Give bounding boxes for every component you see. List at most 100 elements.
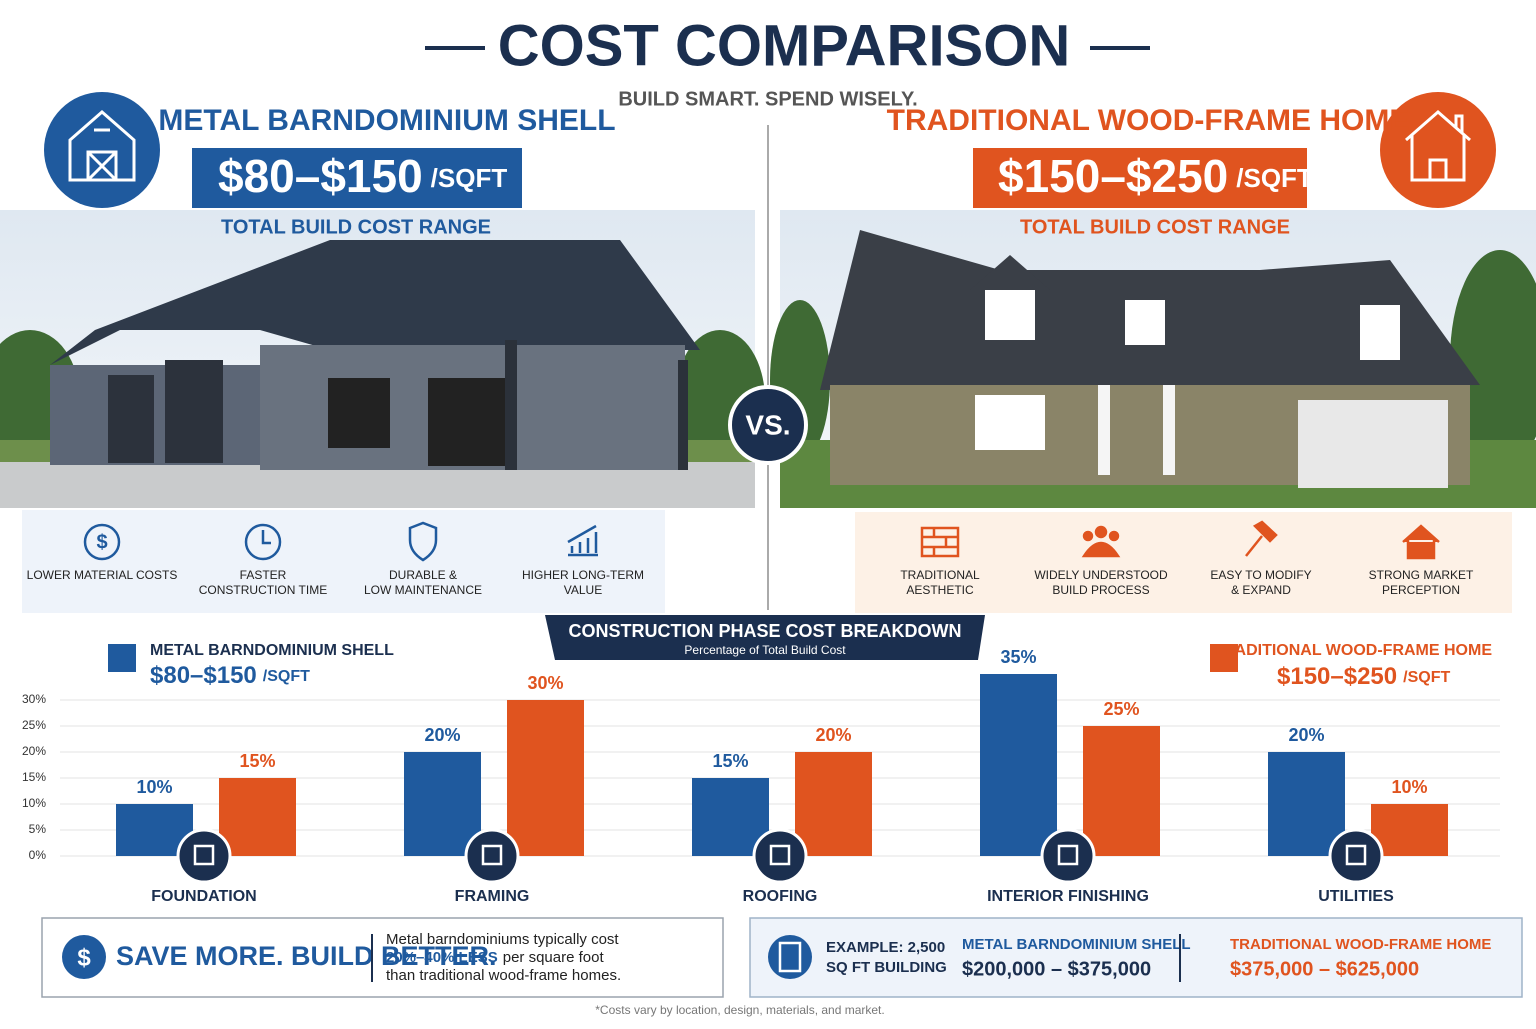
feature-label: AESTHETIC [906,583,974,597]
left-feature-icons: $ [83,521,598,562]
right-price: $150–$250/SQFT [998,150,1313,202]
feature-label: HIGHER LONG-TERM [522,568,644,582]
feature-label: STRONG MARKET [1369,568,1474,582]
subtitle: BUILD SMART. SPEND WISELY. [618,88,917,110]
x-tick-label: FRAMING [455,888,530,905]
price: $80–$150 [150,662,257,689]
vs-text: VS. [745,409,790,440]
bar [980,674,1057,856]
bar [219,778,296,856]
feature-label: LOW MAINTENANCE [364,583,482,597]
save-line: 20%–40% LESS per square foot [386,949,604,966]
example-metal-title: METAL BARNDOMINIUM SHELL [962,936,1191,953]
bar [1268,752,1345,856]
data-label: 10% [136,777,172,797]
barn-photo [0,210,765,508]
legend-price: $150–$250/SQFT [1277,663,1450,690]
data-label: 25% [1103,699,1139,719]
house-photo [770,210,1536,508]
category-glyph [1345,844,1367,866]
category-icon [176,828,232,884]
data-label: 15% [239,751,275,771]
price-box [192,148,522,208]
save-heading: SAVE MORE. BUILD BETTER. [116,941,497,971]
calculator-icon [768,935,812,979]
example-label: EXAMPLE: 2,500 [826,939,945,956]
save-line: than traditional wood-frame homes. [386,967,621,984]
legend-label: TRADITIONAL WOOD-FRAME HOME [1213,642,1492,659]
house-icon [1380,92,1496,208]
calculator-glyph [778,941,802,973]
vs-badge [728,385,808,465]
price: $150–$250 [1277,663,1397,690]
dollar-glyph: $ [77,944,91,971]
feature-label: DURABLE & [389,568,457,582]
save-line: Metal barndominiums typically cost [386,931,619,948]
y-tick-label: 0% [29,848,47,862]
price: $150–$250 [998,150,1228,202]
feature-label: VALUE [564,583,602,597]
category-glyph [481,844,503,866]
y-tick-label: 30% [22,692,46,706]
category-icon [464,828,520,884]
svg-text:$: $ [96,531,107,553]
feature-label: FASTER [240,568,287,582]
chart-subtitle: Percentage of Total Build Cost [684,643,846,657]
data-label: 20% [424,725,460,745]
feature-label: PERCEPTION [1382,583,1460,597]
feature-label: EASY TO MODIFY [1210,568,1311,582]
legend-swatch [1210,644,1238,672]
price: $80–$150 [218,150,423,202]
feature-label: LOWER MATERIAL COSTS [27,568,178,582]
chart-banner [545,615,985,660]
footnote: *Costs vary by location, design, materia… [595,1003,884,1017]
chart-title: CONSTRUCTION PHASE COST BREAKDOWN [568,621,961,641]
example-trad-range: $375,000 – $625,000 [1230,958,1419,980]
data-label: 30% [527,673,563,693]
x-tick-label: FOUNDATION [151,888,256,905]
dollar-icon [62,935,106,979]
left-caption: TOTAL BUILD COST RANGE [221,216,491,238]
title: COST COMPARISON [498,13,1071,78]
unit: /SQFT [1403,669,1450,686]
right-feature-icons [920,520,1440,560]
bar [1371,804,1448,856]
y-tick-label: 20% [22,744,46,758]
category-glyph [1057,844,1079,866]
text: per square foot [503,949,605,966]
feature-label: TRADITIONAL [900,568,980,582]
bar [404,752,481,856]
right-feature-panel [855,512,1512,613]
feature-label: BUILD PROCESS [1052,583,1149,597]
save-box [41,917,724,998]
x-tick-label: ROOFING [743,888,818,905]
category-icon [1040,828,1096,884]
data-label: 20% [1288,725,1324,745]
left-price: $80–$150/SQFT [218,150,507,202]
legend-price: $80–$150/SQFT [150,662,310,689]
y-tick-label: 10% [22,796,46,810]
right-caption: TOTAL BUILD COST RANGE [1020,216,1290,238]
feature-label: CONSTRUCTION TIME [199,583,327,597]
example-metal-range: $200,000 – $375,000 [962,958,1151,980]
bar [507,700,584,856]
bar-chart: 0% 5% 10% 15% 20% 25% 30% METAL BARNDOMINIUM SH… [22,642,1500,905]
feature-label: & EXPAND [1231,583,1291,597]
y-tick-label: 15% [22,770,46,784]
y-tick-label: 25% [22,718,46,732]
legend-swatch [108,644,136,672]
data-label: 20% [815,725,851,745]
category-glyph [769,844,791,866]
y-tick-label: 5% [29,822,47,836]
example-box [749,917,1523,998]
category-glyph [193,844,215,866]
right-title: TRADITIONAL WOOD-FRAME HOME [887,104,1410,137]
unit: /SQFT [263,668,310,685]
barn-glyph [68,110,136,182]
bar [1083,726,1160,856]
unit: /SQFT [1236,163,1313,193]
bar [795,752,872,856]
data-label: 10% [1391,777,1427,797]
